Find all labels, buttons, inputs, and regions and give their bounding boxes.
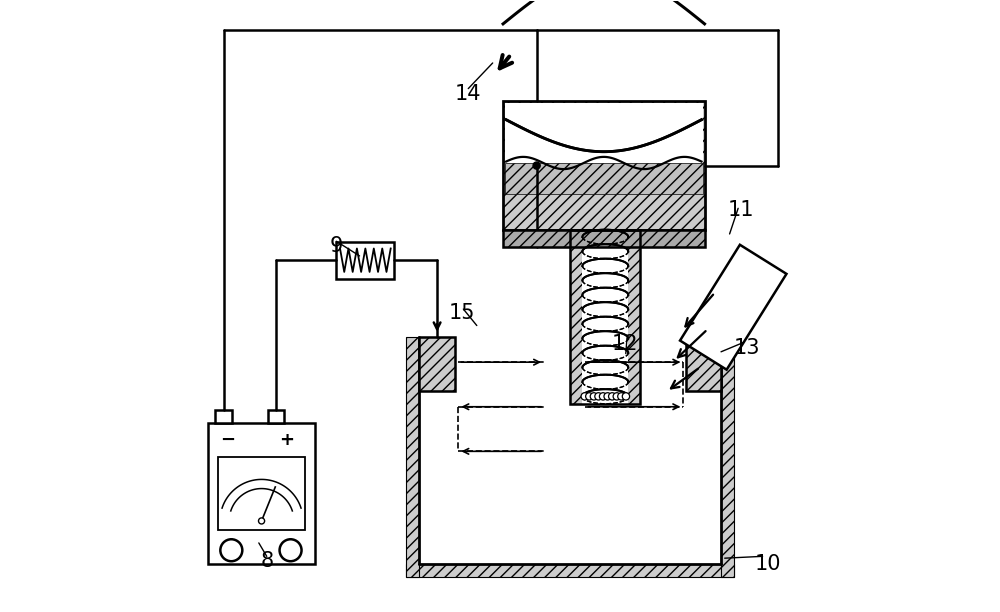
Bar: [406, 564, 734, 577]
Text: 14: 14: [455, 83, 481, 103]
Circle shape: [618, 393, 625, 400]
Bar: [419, 337, 455, 392]
Bar: [686, 337, 721, 392]
Polygon shape: [680, 245, 786, 370]
Bar: [686, 337, 721, 392]
Circle shape: [595, 393, 602, 400]
Circle shape: [613, 393, 620, 400]
Circle shape: [280, 539, 302, 561]
Circle shape: [622, 393, 630, 400]
Bar: [406, 337, 419, 577]
Bar: [570, 230, 640, 404]
Circle shape: [220, 539, 242, 561]
Bar: [503, 230, 705, 247]
Circle shape: [586, 393, 593, 400]
Bar: [215, 410, 232, 424]
Circle shape: [259, 518, 265, 524]
Text: +: +: [279, 431, 294, 449]
Circle shape: [604, 393, 611, 400]
Bar: [208, 424, 315, 564]
Polygon shape: [506, 105, 702, 152]
Bar: [582, 230, 628, 404]
Circle shape: [581, 393, 588, 400]
Circle shape: [599, 393, 607, 400]
Circle shape: [590, 393, 598, 400]
Bar: [721, 337, 734, 577]
Bar: [336, 242, 394, 278]
Text: 15: 15: [449, 304, 475, 323]
Bar: [570, 230, 640, 404]
Bar: [505, 163, 703, 194]
Text: −: −: [220, 431, 235, 449]
Bar: [503, 102, 705, 230]
Circle shape: [609, 393, 616, 400]
Bar: [503, 102, 705, 230]
Text: 12: 12: [612, 334, 638, 354]
Text: 10: 10: [754, 554, 781, 573]
Bar: [505, 103, 703, 163]
Bar: [218, 457, 305, 530]
Circle shape: [532, 162, 541, 170]
Text: 8: 8: [260, 551, 273, 571]
Text: 11: 11: [728, 200, 754, 220]
Bar: [505, 103, 703, 164]
Text: 9: 9: [330, 236, 343, 256]
Bar: [503, 230, 705, 247]
Text: 13: 13: [734, 338, 761, 357]
Bar: [268, 410, 284, 424]
Bar: [419, 337, 455, 392]
